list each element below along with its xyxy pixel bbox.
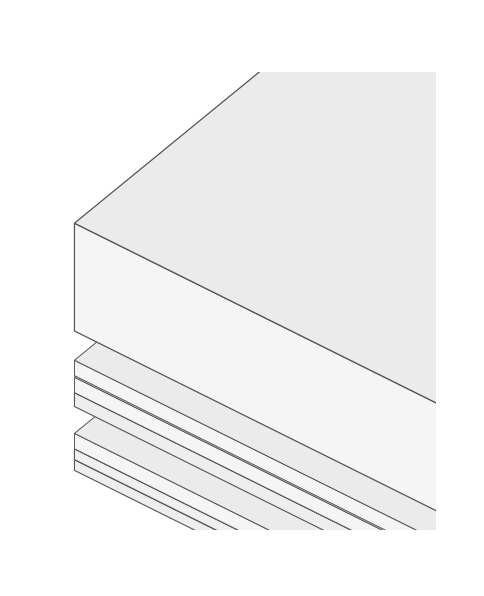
- Polygon shape: [75, 0, 484, 596]
- Polygon shape: [75, 0, 484, 596]
- Polygon shape: [75, 393, 484, 596]
- Polygon shape: [75, 360, 484, 596]
- Polygon shape: [75, 433, 484, 596]
- Polygon shape: [75, 0, 484, 596]
- Polygon shape: [75, 0, 484, 596]
- Polygon shape: [75, 449, 484, 596]
- Polygon shape: [75, 224, 484, 596]
- Polygon shape: [75, 377, 484, 596]
- Polygon shape: [75, 0, 484, 596]
- Polygon shape: [75, 0, 484, 596]
- Polygon shape: [75, 460, 484, 596]
- Polygon shape: [75, 0, 484, 596]
